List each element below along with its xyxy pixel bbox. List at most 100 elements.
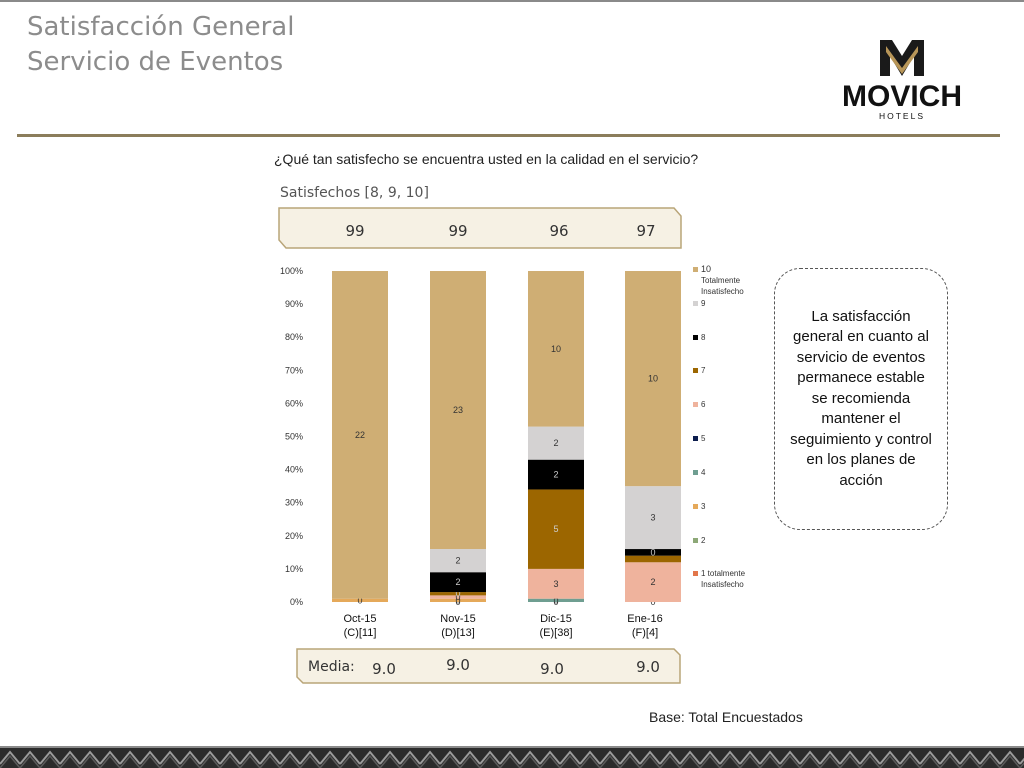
legend-label: 8	[701, 333, 706, 342]
bar-segment	[430, 271, 486, 550]
bar-segment	[528, 459, 584, 490]
y-tick-label: 30%	[285, 498, 303, 508]
data-label: 0	[455, 589, 460, 599]
category-month: Oct-15	[343, 613, 377, 625]
data-label: 2	[455, 577, 460, 587]
media-value-ene: 9.0	[636, 658, 660, 676]
media-value-oct: 9.0	[372, 660, 396, 678]
bar-segment	[625, 555, 681, 563]
category-base: (D)[13]	[441, 627, 475, 639]
data-label: 3	[650, 513, 655, 523]
note-box: La satisfacción general en cuanto al ser…	[774, 268, 948, 530]
y-tick-label: 80%	[285, 332, 303, 342]
category-base: (C)[11]	[343, 627, 377, 639]
legend-swatch	[693, 368, 698, 373]
data-label: 2	[455, 556, 460, 566]
legend-label: 6	[701, 400, 706, 409]
legend-label: 3	[701, 502, 706, 511]
legend-swatch	[693, 402, 698, 407]
legend-label: 1 totalmente	[701, 569, 746, 578]
satisfied-label: Satisfechos [8, 9, 10]	[280, 185, 429, 201]
bar-segment	[528, 598, 584, 602]
stacked-bar-chart: 0%10%20%30%40%50%60%70%80%90%100%0220000…	[280, 264, 746, 607]
base-note: Base: Total Encuestados	[649, 709, 803, 725]
bar-segment	[430, 549, 486, 573]
top-rule	[0, 0, 1024, 2]
category-label-dic: Dic-15 (E)[38]	[521, 612, 591, 640]
data-label: 10	[551, 344, 561, 354]
legend-label: 10	[701, 264, 711, 274]
bar-segment	[528, 568, 584, 599]
category-base: (F)[4]	[631, 627, 659, 639]
category-label-nov: Nov-15 (D)[13]	[423, 612, 493, 640]
satisfied-value-nov: 99	[448, 222, 468, 240]
logo-name: MOVICH	[842, 80, 962, 113]
legend-label: 7	[701, 366, 706, 375]
page-title: Satisfacción General Servicio de Eventos	[27, 10, 294, 80]
data-label: 3	[553, 579, 558, 589]
legend-label: 2	[701, 536, 706, 545]
data-label: 2	[650, 577, 655, 587]
category-month: Dic-15	[540, 613, 572, 625]
bar-segment	[625, 271, 681, 487]
media-box	[296, 648, 681, 684]
data-label: 2	[553, 438, 558, 448]
media-value-nov: 9.0	[446, 656, 470, 674]
satisfied-value-dic: 96	[549, 222, 569, 240]
data-label: 2	[553, 470, 558, 480]
bar-segment	[332, 598, 388, 602]
category-label-oct: Oct-15 (C)[11]	[325, 612, 395, 640]
media-label: Media:	[308, 659, 355, 675]
bar-segment	[332, 271, 388, 599]
legend-label: Totalmente	[701, 276, 741, 285]
data-label: 22	[355, 430, 365, 440]
y-tick-label: 100%	[280, 266, 303, 276]
page-title-line1: Satisfacción General	[27, 12, 295, 42]
header-rule	[17, 134, 1000, 137]
y-tick-label: 20%	[285, 531, 303, 541]
bar-segment	[528, 271, 584, 427]
bar-segment	[430, 595, 486, 599]
legend-label: 4	[701, 468, 706, 477]
y-tick-label: 0%	[290, 597, 303, 607]
satisfied-ribbon	[278, 207, 682, 249]
data-label: 0	[357, 595, 362, 605]
survey-question: ¿Qué tan satisfecho se encuentra usted e…	[274, 151, 699, 167]
y-tick-label: 60%	[285, 398, 303, 408]
legend-label: 9	[701, 299, 706, 308]
legend-label: Insatisfecho	[701, 287, 744, 296]
legend-swatch	[693, 470, 698, 475]
legend-swatch	[693, 538, 698, 543]
y-tick-label: 70%	[285, 365, 303, 375]
legend-label: Insatisfecho	[701, 580, 744, 589]
category-label-ene: Ene-16 (F)[4]	[610, 612, 680, 640]
y-tick-label: 10%	[285, 564, 303, 574]
legend-swatch	[693, 571, 698, 576]
satisfied-value-ene: 97	[636, 222, 656, 240]
footer-band	[0, 746, 1024, 768]
bar-segment	[528, 489, 584, 569]
page-title-line2: Servicio de Eventos	[27, 47, 284, 77]
legend-swatch	[693, 436, 698, 441]
media-value-dic: 9.0	[540, 660, 564, 678]
bar-segment	[625, 486, 681, 550]
note-text: La satisfacción general en cuanto al ser…	[790, 307, 932, 489]
y-tick-label: 90%	[285, 299, 303, 309]
data-label: 0	[455, 595, 460, 605]
data-label: 0	[553, 595, 558, 605]
bar-segment	[430, 572, 486, 593]
bar-segment	[625, 549, 681, 556]
category-month: Ene-16	[627, 613, 663, 625]
bar-segment	[430, 592, 486, 596]
data-label: 23	[453, 405, 463, 415]
bar-segment	[528, 426, 584, 460]
data-label: 0	[455, 592, 460, 602]
logo-subtitle: HOTELS	[879, 111, 925, 121]
category-month: Nov-15	[440, 613, 476, 625]
bar-segment	[625, 562, 681, 602]
legend-swatch	[693, 504, 698, 509]
bar-segment	[430, 598, 486, 602]
legend-swatch	[693, 335, 698, 340]
legend-swatch	[693, 301, 698, 306]
data-label: 10	[648, 374, 658, 384]
